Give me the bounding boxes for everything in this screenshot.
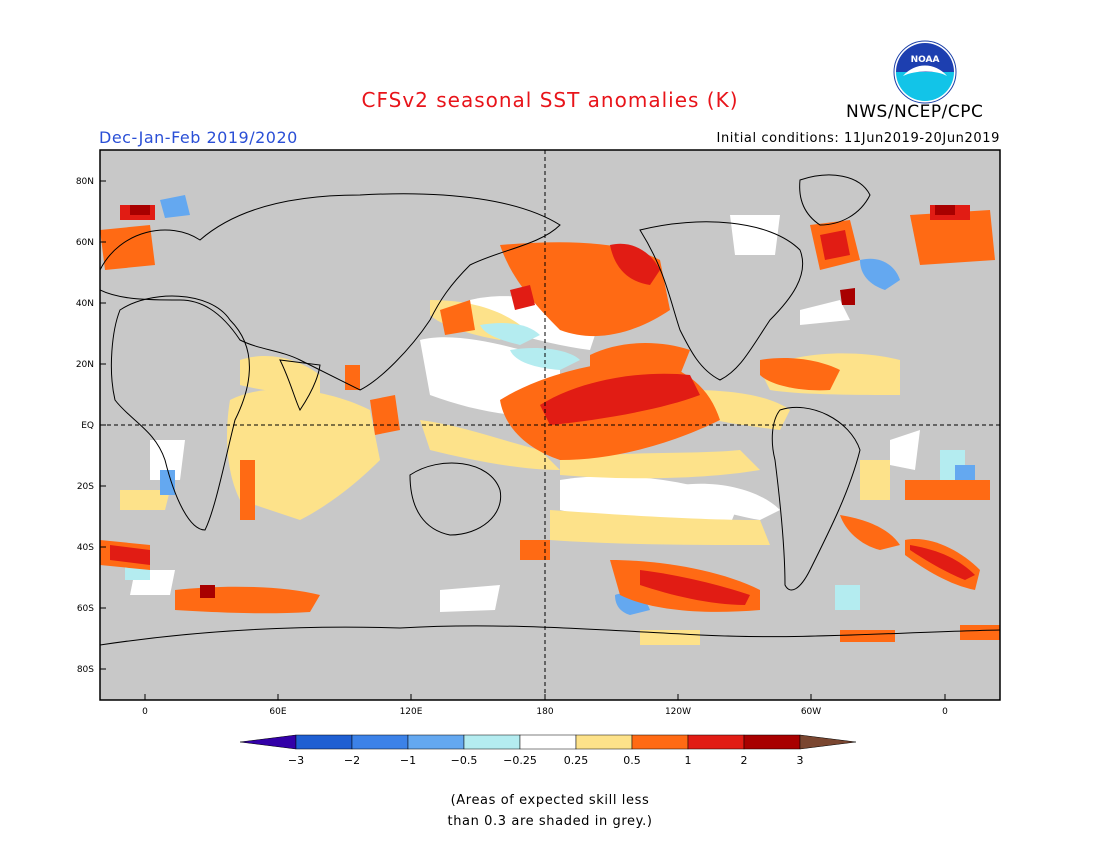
period-label: Dec-Jan-Feb 2019/2020: [99, 128, 298, 147]
colorbar-label: −3: [288, 754, 304, 767]
skill-note-line-1: (Areas of expected skill less: [450, 793, 650, 808]
org-label: NWS/NCEP/CPC: [846, 102, 984, 122]
skill-note-line-2: than 0.3 are shaded in grey.): [447, 814, 653, 829]
lat-label: 60N: [76, 238, 94, 248]
colorbar-swatch: [295, 734, 353, 750]
skill-note: (Areas of expected skill less than 0.3 a…: [0, 790, 1100, 832]
colorbar-label: −2: [344, 754, 360, 767]
colorbar-label: −0.5: [451, 754, 478, 767]
colorbar-swatch: [463, 734, 521, 750]
colorbar-label: 1: [685, 754, 692, 767]
colorbar-arrow-high: [799, 734, 857, 750]
anomaly-1-areas: [110, 205, 975, 605]
lat-label: 60S: [77, 604, 94, 614]
lat-label: 40S: [77, 543, 94, 553]
colorbar-swatch: [351, 734, 409, 750]
initial-conditions-label: Initial conditions: 11Jun2019-20Jun2019: [716, 131, 1000, 146]
colorbar-swatch: [631, 734, 689, 750]
lat-label: 80S: [77, 665, 94, 675]
colorbar-label: 3: [797, 754, 804, 767]
coastlines: [100, 174, 1000, 646]
colorbar-labels: −3 −2 −1 −0.5 −0.25 0.25 0.5 1 2 3: [288, 754, 804, 767]
lat-label: 80N: [76, 177, 94, 187]
anomaly-2-areas: [130, 205, 955, 598]
colorbar-swatch: [687, 734, 745, 750]
colorbar-swatch: [575, 734, 633, 750]
lon-label: 120E: [400, 707, 423, 717]
colorbar-label: 2: [741, 754, 748, 767]
lat-label: 20S: [77, 482, 94, 492]
lon-label: 60E: [269, 707, 286, 717]
lat-label: 40N: [76, 299, 94, 309]
logo-text: NOAA: [911, 55, 940, 65]
colorbar-swatch: [407, 734, 465, 750]
lon-label: 0: [942, 707, 948, 717]
colorbar-swatch: [743, 734, 801, 750]
latitude-axis: 80N 60N 40N 20N EQ 20S 40S 60S 80S: [76, 177, 106, 675]
lat-label: 20N: [76, 360, 94, 370]
lon-label: 120W: [665, 707, 691, 717]
lon-label: 180: [536, 707, 553, 717]
longitude-axis: 0 60E 120E 180 120W 60W 0: [142, 694, 948, 717]
colorbar-label: 0.5: [623, 754, 641, 767]
colorbar-label: −1: [400, 754, 416, 767]
noaa-logo: NOAA: [893, 40, 957, 104]
chart-title: CFSv2 seasonal SST anomalies (K): [361, 88, 739, 112]
lat-label: EQ: [81, 421, 94, 431]
lon-label: 60W: [801, 707, 821, 717]
colorbar-label: 0.25: [564, 754, 589, 767]
colorbar-label: −0.25: [503, 754, 537, 767]
map-body: [100, 150, 1000, 700]
colorbar-swatches: [239, 734, 857, 750]
colorbar-arrow-low: [239, 734, 297, 750]
colorbar-swatch: [519, 734, 577, 750]
lon-label: 0: [142, 707, 148, 717]
